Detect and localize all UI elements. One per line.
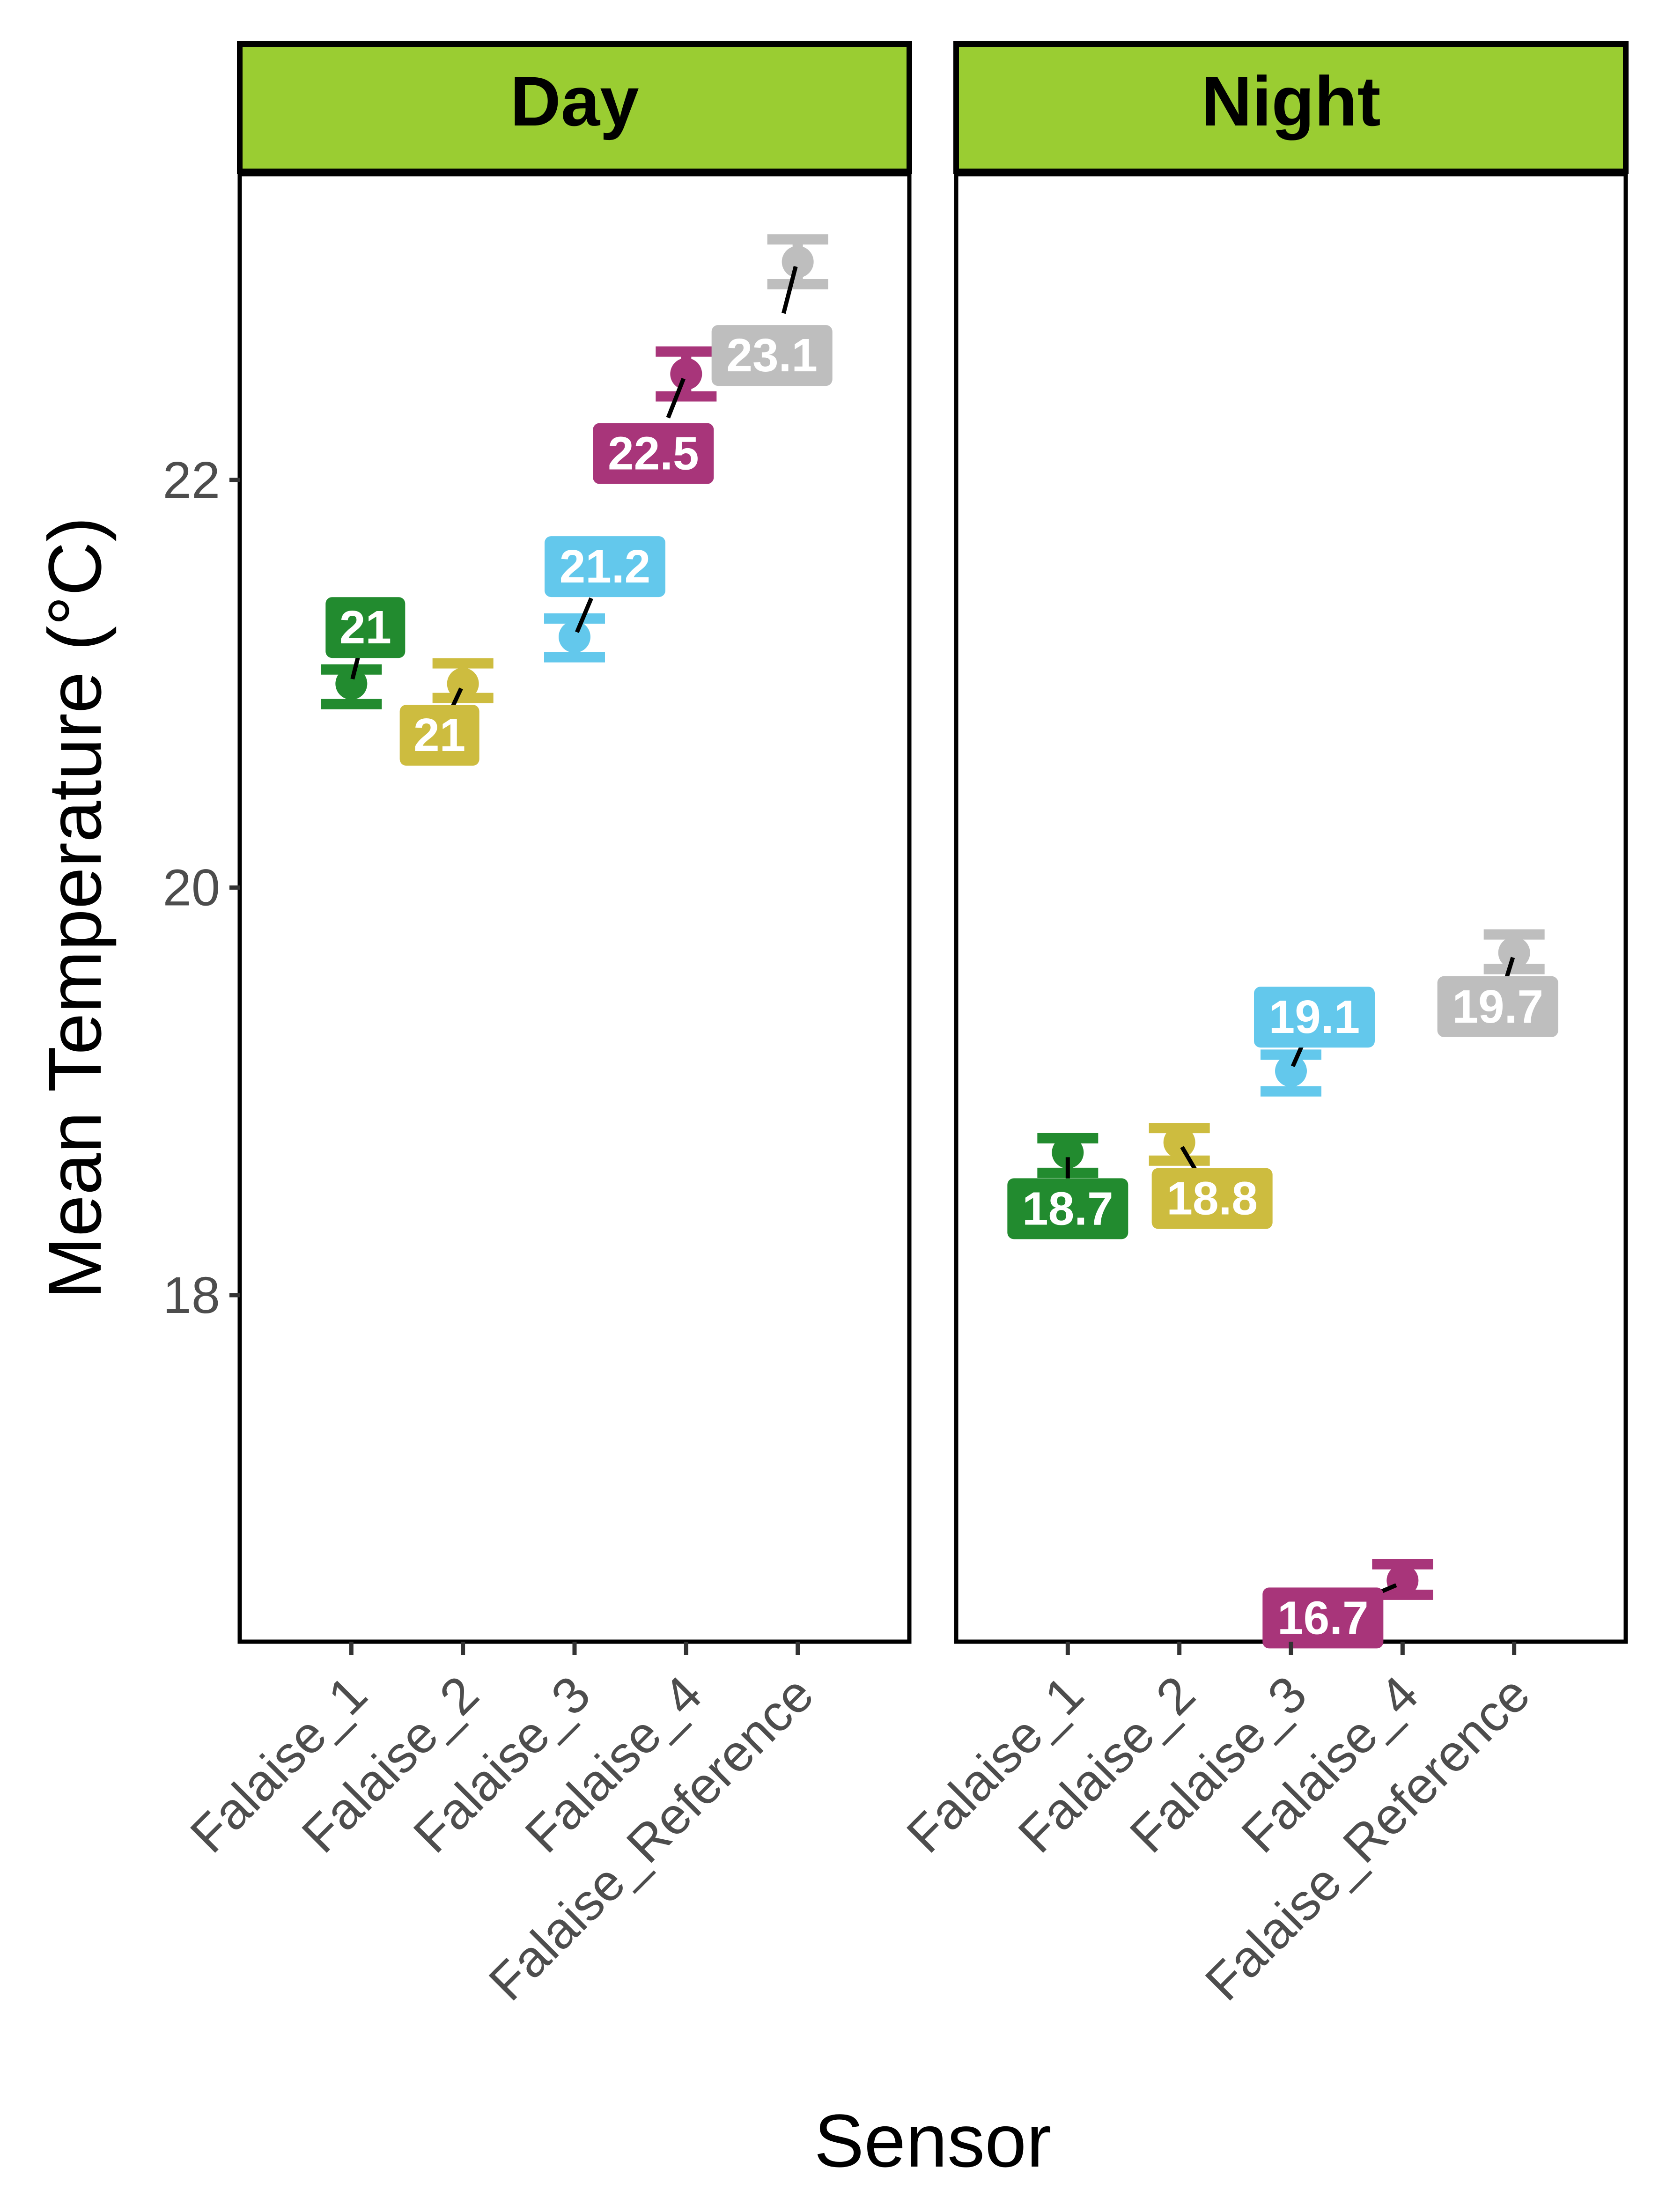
data-label: 21 xyxy=(339,601,391,654)
strip-night xyxy=(953,41,1629,174)
data-label-box xyxy=(711,325,833,386)
marks-night: 18.7 18.8 19.1 16.7 19.7 xyxy=(1007,929,1558,1649)
y-axis-title: Mean Temperature (°C) xyxy=(33,517,117,1299)
mean-point xyxy=(1052,1136,1084,1169)
y-axis: 18 20 22 xyxy=(163,451,240,1324)
data-label: 18.8 xyxy=(1166,1172,1258,1225)
data-label-box xyxy=(1254,987,1375,1048)
marks-day: 21 21 21.2 22.5 23.1 xyxy=(321,234,833,766)
y-tick-label: 20 xyxy=(163,859,220,916)
mean-point xyxy=(1163,1126,1195,1158)
mean-point xyxy=(670,358,702,390)
data-label-box xyxy=(545,536,665,597)
data-label: 18.7 xyxy=(1022,1182,1113,1235)
label-leader-line xyxy=(666,377,686,419)
mean-point xyxy=(559,621,590,653)
data-label: 22.5 xyxy=(608,428,699,480)
data-label-box xyxy=(1007,1178,1128,1239)
mean-point xyxy=(782,246,814,278)
data-label-box xyxy=(1437,976,1558,1037)
data-label: 16.7 xyxy=(1277,1592,1369,1644)
x-axis-title: Sensor xyxy=(814,2099,1052,2183)
data-label: 21 xyxy=(413,709,465,761)
data-label: 19.1 xyxy=(1269,991,1360,1043)
label-leader-line xyxy=(782,266,798,314)
data-label-box xyxy=(325,597,406,658)
data-label-box xyxy=(593,423,714,484)
label-leader-line xyxy=(575,597,593,633)
panel-night: Night 18.7 18.8 19.1 16.7 19.7 xyxy=(953,41,1629,1649)
mean-point xyxy=(1498,936,1530,969)
mean-point xyxy=(335,668,368,700)
mean-point xyxy=(1275,1055,1307,1087)
data-label: 21.2 xyxy=(560,540,651,593)
mean-point xyxy=(1386,1564,1419,1597)
y-tick-label: 22 xyxy=(163,451,220,509)
data-label-box xyxy=(399,705,479,766)
strip-day xyxy=(237,41,912,174)
data-label: 19.7 xyxy=(1452,981,1543,1033)
data-label: 23.1 xyxy=(726,329,818,382)
data-label-box xyxy=(1151,1168,1273,1229)
data-label-box xyxy=(1262,1587,1384,1649)
panel-day: Day 21 21 21.2 22.5 23.1 xyxy=(237,41,912,1644)
strip-label-day: Day xyxy=(510,62,639,140)
strip-label-night: Night xyxy=(1201,62,1380,140)
mean-point xyxy=(447,668,479,700)
y-tick-label: 18 xyxy=(163,1267,220,1324)
